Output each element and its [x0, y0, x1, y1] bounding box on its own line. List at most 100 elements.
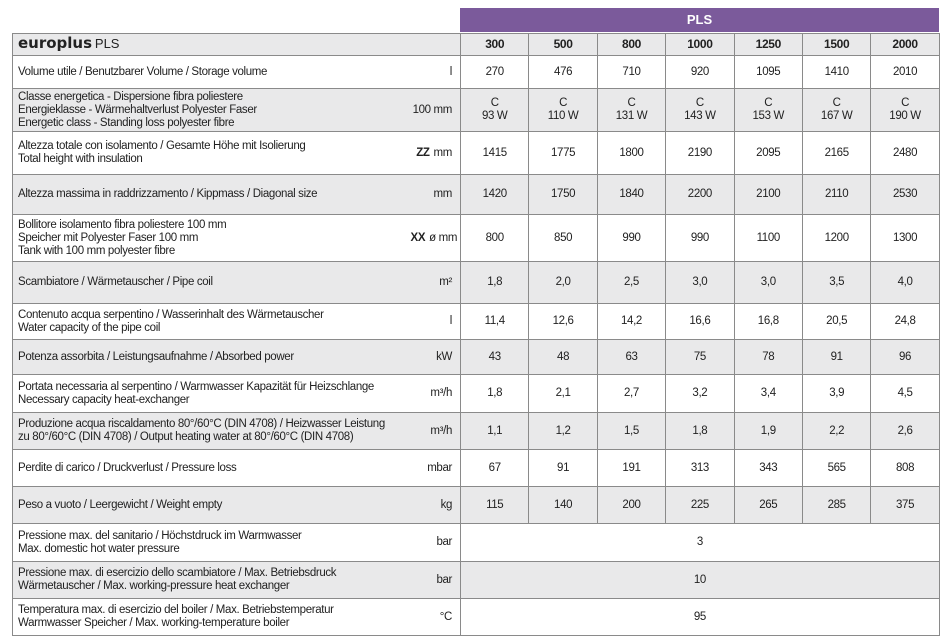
value: 91: [830, 350, 843, 363]
value: 2,2: [829, 424, 845, 437]
value: 2,5: [624, 276, 639, 288]
value: 1100: [756, 231, 781, 244]
unit-text: m³/h: [430, 387, 453, 399]
shared-value: 3: [460, 523, 940, 562]
row-label: Perdite di carico / Druckverlust / Press…: [12, 449, 411, 487]
row-label: Temperatura max. di esercizio del boiler…: [12, 598, 411, 636]
row-label: Pressione max. di esercizio dello scambi…: [12, 561, 411, 599]
value: 24,8: [894, 315, 916, 327]
value: 1,9: [760, 424, 776, 437]
unit-text: mm: [433, 146, 453, 159]
cell-value: C 167 W: [801, 88, 872, 132]
table-row: Volume utile / Benutzbarer Volume / Stor…: [12, 55, 940, 89]
cell-value: 2,0: [528, 261, 598, 304]
cell-value: 2530: [870, 174, 940, 215]
value: 313: [690, 461, 709, 474]
standing-loss: 190 W: [889, 110, 921, 122]
value: 191: [622, 461, 641, 474]
value: 4,5: [897, 387, 913, 399]
value: 1800: [619, 146, 644, 159]
cell-value: 343: [733, 449, 803, 487]
value: 2100: [756, 188, 781, 200]
cell-value: C 143 W: [665, 88, 735, 132]
cell-value: 1750: [528, 174, 598, 215]
cell-value: 808: [870, 449, 940, 487]
cell-value: 43: [460, 339, 530, 375]
row-unit: kW: [410, 339, 462, 375]
value: 375: [895, 498, 915, 511]
row-unit: mbar: [410, 449, 462, 487]
value: 710: [622, 65, 641, 78]
cell-value: 270: [460, 55, 530, 89]
value: 270: [485, 65, 504, 78]
cell-value: 850: [528, 214, 598, 262]
value: 67: [488, 461, 501, 474]
value: 48: [557, 350, 570, 363]
value: 1200: [824, 231, 850, 244]
value: 565: [827, 461, 846, 474]
value: 476: [554, 65, 573, 78]
table-row: Classe energetica - Dispersione fibra po…: [12, 88, 940, 132]
table-row: Produzione acqua riscaldamento 80°/60°C …: [12, 412, 940, 450]
value: 2095: [756, 146, 781, 159]
standing-loss: 93 W: [481, 110, 508, 122]
cell-value: 2165: [801, 131, 872, 175]
spec-table: europlus PLS 300 500 800 1000 1250 1500 2000 Vol…: [11, 33, 940, 636]
cell-value: 1800: [596, 131, 667, 175]
cell-value: 2,2: [801, 412, 872, 450]
cell-value: C 110 W: [528, 88, 598, 132]
value: 1,2: [555, 424, 571, 437]
cell-value: 1200: [801, 214, 872, 262]
label-line: Energieklasse - Wärmehaltverlust Polyest…: [18, 103, 257, 116]
value: 2530: [892, 188, 918, 200]
cell-value: 1,1: [460, 412, 530, 450]
value: 1,8: [487, 387, 503, 399]
dimension-marker: ZZ: [416, 146, 430, 159]
cell-value: 375: [870, 486, 940, 524]
cell-value: 3,0: [665, 261, 735, 304]
cell-value: 1840: [596, 174, 667, 215]
row-label: Potenza assorbita / Leistungsaufnahme / …: [12, 339, 411, 375]
cell-value: 91: [801, 339, 872, 375]
row-label: Produzione acqua riscaldamento 80°/60°C …: [12, 412, 411, 450]
cell-value: 16,6: [665, 303, 735, 340]
cell-value: 710: [596, 55, 667, 89]
value: 225: [690, 498, 709, 511]
table-row: Altezza massima in raddrizzamento / Kipp…: [12, 174, 940, 215]
value: 2,1: [555, 387, 571, 399]
table-row: Peso a vuoto / Leergewicht / Weight empt…: [12, 486, 940, 524]
value: 1420: [482, 188, 508, 200]
cell-value: 20,5: [801, 303, 872, 340]
value: 285: [827, 498, 846, 511]
row-unit: m³/h: [410, 412, 462, 450]
value: 2480: [892, 146, 918, 159]
model-column-header: 1500: [801, 33, 872, 56]
cell-value: 990: [596, 214, 667, 262]
unit-text: bar: [436, 536, 453, 548]
value: 96: [899, 350, 912, 363]
value: 1840: [619, 188, 644, 200]
cell-value: 75: [665, 339, 735, 375]
cell-value: 3,0: [733, 261, 803, 304]
value: 1415: [482, 146, 508, 159]
label-line: Classe energetica - Dispersione fibra po…: [18, 90, 243, 103]
label-line: Temperatura max. di esercizio del boiler…: [18, 604, 334, 616]
row-label: Scambiatore / Wärmetauscher / Pipe coil: [12, 261, 411, 304]
cell-value: 200: [596, 486, 667, 524]
cell-value: 14,2: [596, 303, 667, 340]
model-column-header: 1000: [665, 33, 735, 56]
label-line: Tank with 100 mm polyester fibre: [18, 244, 175, 257]
cell-value: 115: [460, 486, 530, 524]
value: 2,7: [624, 387, 639, 399]
cell-value: 1775: [528, 131, 598, 175]
cell-value: 1100: [733, 214, 803, 262]
value: 1,8: [487, 276, 503, 288]
unit-text: kg: [440, 498, 453, 511]
standing-loss: 131 W: [615, 110, 648, 122]
cell-value: 3,9: [801, 374, 872, 413]
cell-value: 990: [665, 214, 735, 262]
value: 140: [554, 498, 573, 511]
standing-loss: 153 W: [752, 110, 785, 122]
cell-value: 2480: [870, 131, 940, 175]
cell-value: 2,6: [870, 412, 940, 450]
